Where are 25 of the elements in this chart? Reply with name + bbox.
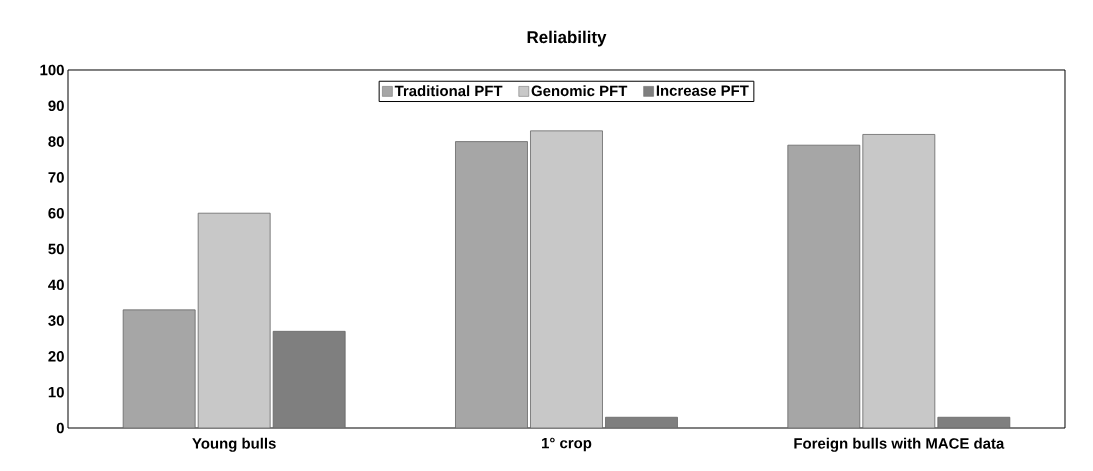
y-tick-label: 100 — [40, 64, 64, 76]
y-tick-label: 20 — [48, 351, 64, 362]
y-tick-label: 90 — [48, 100, 64, 112]
bar — [530, 130, 603, 428]
y-tick-label: 10 — [48, 386, 64, 398]
x-tick-label: Foreign bulls with MACE data — [794, 437, 1005, 452]
bar — [272, 330, 346, 428]
y-tick-label: 40 — [48, 279, 64, 291]
y-tick-label: 0 — [56, 422, 64, 434]
bar — [787, 144, 861, 428]
legend-label: Genomic PFT — [531, 85, 628, 97]
bar — [862, 134, 936, 428]
bar — [197, 212, 271, 428]
y-tick-label: 80 — [48, 136, 64, 147]
legend-label: Increase PFT — [656, 85, 749, 96]
y-tick-label: 70 — [48, 172, 64, 183]
chart-title: Reliability — [527, 30, 607, 47]
legend-label: Traditional PFT — [394, 85, 503, 97]
bar — [455, 141, 528, 428]
x-tick-label: Young bulls — [192, 437, 276, 452]
bar — [122, 309, 196, 428]
y-tick-label: 60 — [48, 207, 64, 219]
y-tick-label: 30 — [48, 315, 64, 326]
x-tick-label: 1° crop — [542, 437, 592, 452]
y-tick-label: 50 — [48, 243, 64, 255]
